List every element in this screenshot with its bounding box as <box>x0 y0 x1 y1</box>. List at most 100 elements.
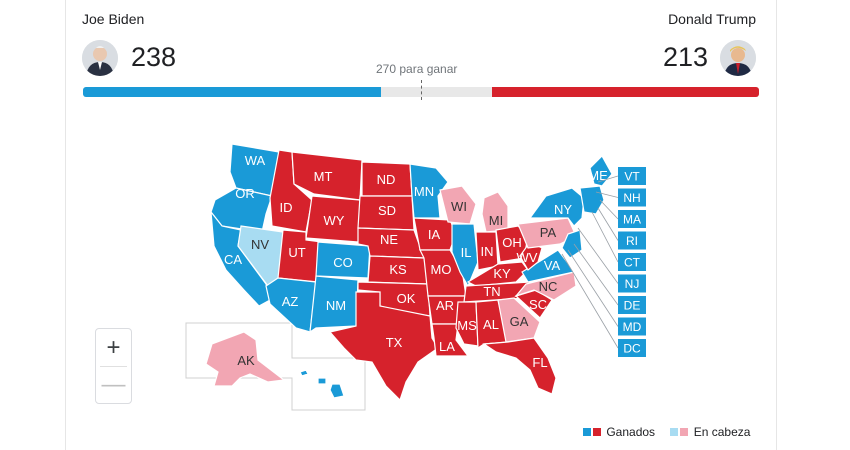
biden-electoral-votes: 238 <box>131 42 177 72</box>
state-label-ms: MS <box>457 318 477 333</box>
map-legend: Ganados En cabeza <box>583 424 762 439</box>
trump-progress-fill <box>492 87 759 97</box>
state-mn[interactable] <box>409 163 449 219</box>
small-state-box-vt[interactable] <box>618 167 646 185</box>
state-hi[interactable] <box>299 369 345 399</box>
state-label-ia: IA <box>428 227 441 242</box>
state-label-wv: WV <box>517 250 538 265</box>
small-state-label-ct: CT <box>624 256 641 270</box>
legend-lead-label: En cabeza <box>693 424 751 439</box>
legend-dem-lead-swatch <box>670 427 679 436</box>
state-label-sd: SD <box>378 203 396 218</box>
state-label-or: OR <box>235 186 255 201</box>
state-label-mn: MN <box>414 184 434 199</box>
state-label-ks: KS <box>389 262 407 277</box>
state-label-nc: NC <box>539 279 558 294</box>
trump-avatar <box>720 40 756 76</box>
state-label-ky: KY <box>493 266 511 281</box>
state-label-ak: AK <box>237 353 255 368</box>
state-label-in: IN <box>481 244 494 259</box>
state-mt[interactable] <box>291 151 363 201</box>
small-state-box-dc[interactable] <box>618 339 646 357</box>
leader-line-ma <box>599 199 619 220</box>
state-label-il: IL <box>461 245 472 260</box>
state-label-va: VA <box>544 258 561 273</box>
threshold-label: 270 para ganar <box>376 62 458 76</box>
candidate-name-trump: Donald Trump <box>668 11 756 27</box>
state-label-wa: WA <box>245 153 266 168</box>
small-state-label-nh: NH <box>623 191 640 205</box>
state-ak[interactable] <box>205 331 286 387</box>
state-label-wi: WI <box>451 199 467 214</box>
state-new-england-cluster[interactable] <box>579 185 605 215</box>
leader-line-ct <box>591 211 619 263</box>
state-ms[interactable] <box>455 301 479 347</box>
state-ga[interactable] <box>497 297 541 343</box>
biden-progress-fill <box>83 87 381 97</box>
small-state-box-nj[interactable] <box>618 274 646 293</box>
small-state-box-md[interactable] <box>618 317 646 336</box>
candidate-name-biden: Joe Biden <box>82 11 145 27</box>
state-label-ut: UT <box>288 245 305 260</box>
small-state-label-ri: RI <box>626 234 638 248</box>
zoom-control: + — <box>95 328 132 404</box>
state-label-nd: ND <box>377 172 396 187</box>
legend-rep-lead-swatch <box>680 427 689 436</box>
legend-rep-won-swatch <box>593 427 601 436</box>
state-labels: WA OR CA NV ID MT WY UT AZ CO NM ND SD NE KS OK TX MN IA MO… <box>224 153 608 397</box>
state-fl[interactable] <box>482 337 557 395</box>
state-label-pa: PA <box>540 225 557 240</box>
zoom-separator <box>100 366 127 367</box>
biden-avatar <box>82 40 118 76</box>
state-tx[interactable] <box>328 291 439 402</box>
trump-avatar-icon <box>720 40 756 76</box>
leader-line-nj <box>577 227 619 284</box>
state-label-co: CO <box>333 255 353 270</box>
state-nm[interactable] <box>309 275 359 334</box>
state-label-al: AL <box>483 317 499 332</box>
leader-line-ri <box>597 207 619 241</box>
state-label-oh: OH <box>502 235 522 250</box>
small-states-column[interactable]: VT NH MA RI CT NJ DE MD DC <box>561 167 646 357</box>
zoom-out-button[interactable]: — <box>101 371 126 398</box>
state-label-mo: MO <box>431 262 452 277</box>
leader-line-de <box>573 243 619 306</box>
state-label-az: AZ <box>282 294 299 309</box>
small-state-box-ma[interactable] <box>618 210 646 228</box>
state-va[interactable] <box>521 249 575 283</box>
small-state-label-de: DE <box>624 299 641 313</box>
state-label-tn: TN <box>483 284 500 299</box>
state-label-fl: FL <box>532 355 547 370</box>
state-label-hi: HI <box>311 382 324 397</box>
state-label-la: LA <box>439 339 455 354</box>
state-label-id: ID <box>280 200 293 215</box>
state-label-ne: NE <box>380 232 398 247</box>
state-label-tx: TX <box>386 335 403 350</box>
leader-line-dc <box>561 253 619 349</box>
small-state-label-md: MD <box>623 320 642 334</box>
biden-avatar-icon <box>82 40 118 76</box>
state-label-ny: NY <box>554 202 572 217</box>
small-state-label-dc: DC <box>623 342 641 356</box>
state-label-me: ME <box>588 168 608 183</box>
legend-won-label: Ganados <box>606 424 656 439</box>
small-state-box-nh[interactable] <box>618 188 646 207</box>
state-mid-atlantic-cluster[interactable] <box>561 229 583 259</box>
zoom-in-button[interactable]: + <box>106 334 121 361</box>
legend-dem-won-swatch <box>583 427 591 436</box>
leader-line-md <box>567 249 619 327</box>
state-label-ca: CA <box>224 252 242 267</box>
small-state-box-ct[interactable] <box>618 253 646 271</box>
state-label-ar: AR <box>436 298 454 313</box>
state-wi[interactable] <box>439 185 477 225</box>
state-label-nv: NV <box>251 237 269 252</box>
small-state-label-nj: NJ <box>625 277 640 291</box>
state-label-nm: NM <box>326 298 346 313</box>
small-state-box-ri[interactable] <box>618 231 646 250</box>
small-state-label-ma: MA <box>623 213 641 227</box>
state-label-ok: OK <box>397 291 416 306</box>
state-me[interactable] <box>589 155 613 187</box>
leader-line-vt <box>597 175 619 183</box>
small-state-box-de[interactable] <box>618 296 646 314</box>
